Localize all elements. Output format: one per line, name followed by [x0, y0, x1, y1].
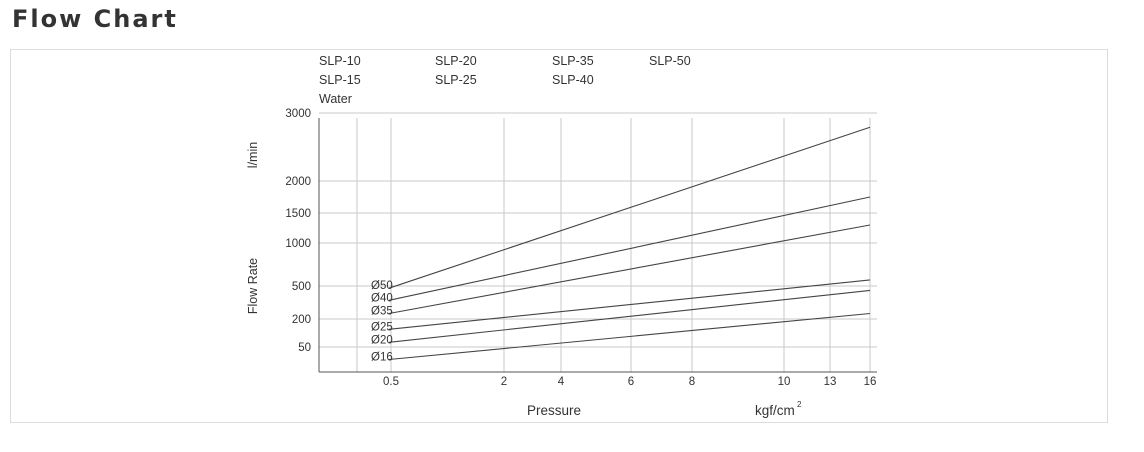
- series-label: Ø40: [371, 292, 393, 304]
- series-label: Ø16: [371, 352, 393, 364]
- series-label: Ø25: [371, 321, 393, 333]
- series-label: Ø20: [371, 334, 393, 346]
- chart-series: [388, 126, 871, 361]
- chart-grid: [319, 112, 877, 372]
- x-tick-label: 2: [501, 376, 507, 388]
- y-axis-title: Flow Rate: [246, 258, 260, 314]
- y-tick-label: 1500: [285, 208, 311, 220]
- x-tick-label: 16: [864, 376, 877, 388]
- model-label: Water: [319, 92, 352, 106]
- x-tick-label: 6: [628, 376, 634, 388]
- x-tick-label: 10: [778, 376, 791, 388]
- series-line: [388, 126, 871, 289]
- model-label: SLP-10: [319, 54, 361, 68]
- y-tick-label: 2000: [285, 176, 311, 188]
- x-axis-unit: kgf/cm: [755, 403, 795, 418]
- x-tick-label: 13: [824, 376, 837, 388]
- x-tick-label: 0.5: [383, 376, 399, 388]
- model-label: SLP-50: [649, 54, 691, 68]
- y-tick-label: 50: [298, 342, 311, 354]
- x-axis-unit-superscript: 2: [797, 400, 802, 409]
- model-label: SLP-20: [435, 54, 477, 68]
- y-tick-label: 500: [292, 281, 311, 293]
- chart-axes: [318, 118, 877, 373]
- y-axis-unit: l/min: [246, 142, 260, 168]
- chart-labels: 0.5 2 4 6 8 10 13 16 3000 2000 1500 1000 500 200 50 Pre…: [246, 108, 876, 418]
- y-tick-label: 3000: [285, 108, 311, 120]
- model-label: SLP-35: [552, 54, 594, 68]
- x-tick-label: 8: [689, 376, 695, 388]
- series-line: [388, 289, 871, 343]
- flow-chart: SLP-10 SLP-20 SLP-35 SLP-50 SLP-15 SLP-25 SLP-…: [246, 54, 877, 418]
- model-label: SLP-15: [319, 73, 361, 87]
- model-label: SLP-25: [435, 73, 477, 87]
- chart-panel: SLP-10 SLP-20 SLP-35 SLP-50 SLP-15 SLP-25 SLP-…: [10, 49, 1108, 423]
- y-tick-label: 1000: [285, 238, 311, 250]
- series-line: [388, 312, 871, 361]
- page-title: Flow Chart: [12, 5, 178, 33]
- model-list: SLP-10 SLP-20 SLP-35 SLP-50 SLP-15 SLP-25 SLP-…: [319, 54, 691, 106]
- x-axis-title: Pressure: [527, 403, 581, 418]
- series-label: Ø35: [371, 306, 393, 318]
- y-tick-label: 200: [292, 314, 311, 326]
- series-line: [388, 224, 871, 315]
- x-tick-label: 4: [558, 376, 565, 388]
- series-label: Ø50: [371, 280, 393, 292]
- model-label: SLP-40: [552, 73, 594, 87]
- series-line: [388, 279, 871, 330]
- series-line: [388, 196, 871, 301]
